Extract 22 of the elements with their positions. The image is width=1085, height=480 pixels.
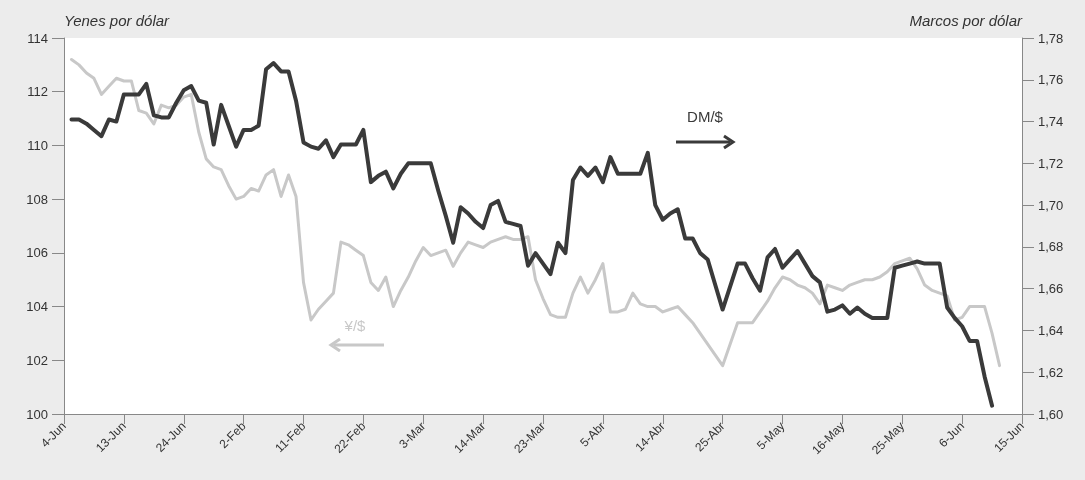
y-tick-label: 100 <box>26 406 48 422</box>
y-tick-label: 106 <box>26 245 48 261</box>
y-axis-title: Yenes por dólar <box>64 12 171 29</box>
y2-tick-label: 1,74 <box>1038 114 1064 130</box>
y-tick-label: 108 <box>26 191 48 207</box>
y-tick-label: 112 <box>27 84 48 100</box>
y2-tick-label: 1,72 <box>1038 155 1064 171</box>
y2-axis-title: Marcos por dólar <box>909 12 1023 29</box>
y2-tick-label: 1,62 <box>1038 364 1064 380</box>
y2-tick-label: 1,60 <box>1038 406 1064 422</box>
y2-tick-label: 1,70 <box>1038 197 1064 213</box>
y2-tick-label: 1,76 <box>1038 72 1064 88</box>
series-label: ¥/$ <box>343 316 367 334</box>
y-tick-label: 104 <box>26 299 48 315</box>
y2-tick-label: 1,68 <box>1038 239 1064 255</box>
y-tick-label: 114 <box>27 30 48 46</box>
y2-tick-label: 1,78 <box>1038 30 1064 46</box>
y2-tick-label: 1,66 <box>1038 281 1064 297</box>
y2-tick-label: 1,64 <box>1038 322 1064 338</box>
y-tick-label: 102 <box>26 352 48 368</box>
y-tick-label: 110 <box>27 137 48 153</box>
text: DM/$ <box>687 107 724 125</box>
